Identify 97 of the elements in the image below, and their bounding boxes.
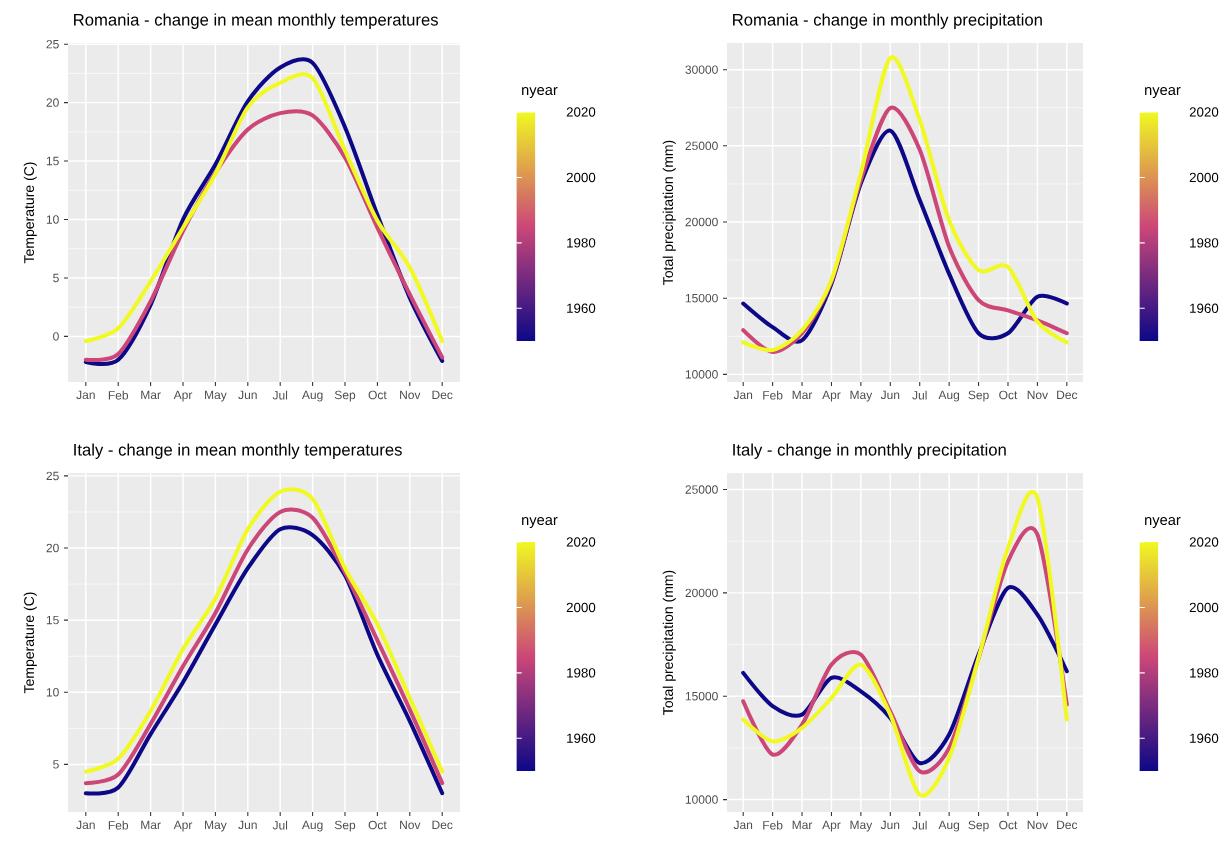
x-tick-label: Apr (173, 390, 193, 402)
y-tick-label: 5 (53, 760, 59, 769)
chart-title: Romania - change in mean monthly temperatures (74, 13, 438, 29)
x-tick-label: Mar (792, 390, 813, 400)
x-tick-label: Jan (76, 390, 95, 400)
x-tick-label: Nov (400, 390, 421, 400)
color-bar-label: 2000 (1189, 172, 1219, 183)
color-bar-label: 2000 (1189, 602, 1219, 613)
x-tick-label: Jul (912, 390, 927, 400)
x-tick-label: Apr (822, 390, 841, 402)
color-bar-title: nyear (522, 517, 558, 528)
y-tick-label: 10 (46, 688, 59, 697)
x-tick-label: Oct (368, 820, 387, 830)
x-tick-label: Jun (880, 390, 900, 400)
color-bar-label: 2020 (566, 537, 596, 547)
y-tick-label: 25 (46, 39, 59, 49)
y-tick-label: 5 (53, 273, 59, 283)
chart-title: Italy - change in monthly precipitation (733, 443, 1006, 459)
x-tick-label: Sep (968, 820, 989, 832)
y-axis-title: Temperature (C) (23, 162, 37, 264)
y-tick-label: 10000 (685, 370, 718, 379)
y-tick-label: 25000 (685, 485, 718, 494)
x-tick-label: Jan (733, 820, 753, 830)
y-axis-title: Total precipitation (mm) (662, 570, 676, 715)
x-tick-label: Nov (400, 820, 421, 830)
color-bar-label: 2000 (566, 602, 596, 613)
x-tick-label: Dec (432, 390, 453, 400)
color-bar-label: 1980 (1190, 238, 1219, 248)
x-tick-label: Feb (763, 390, 783, 400)
x-tick-label: Apr (822, 820, 841, 832)
x-tick-label: Oct (999, 820, 1018, 830)
x-tick-label: Jun (238, 390, 257, 400)
color-bar-label: 2020 (1189, 537, 1219, 547)
color-bar-label: 1980 (567, 238, 596, 248)
x-tick-label: Jan (76, 820, 95, 830)
y-tick-label: 15000 (685, 293, 718, 303)
x-tick-label: Sep (334, 820, 356, 832)
x-tick-label: Jul (272, 820, 288, 830)
color-bar-title: nyear (522, 87, 558, 98)
x-tick-label: Jan (733, 390, 753, 400)
x-tick-label: May (850, 820, 873, 832)
x-tick-label: Jun (880, 820, 900, 830)
color-bar-label: 2020 (1189, 107, 1219, 117)
x-tick-label: Aug (301, 390, 323, 402)
x-tick-label: Jun (238, 820, 257, 830)
y-tick-label: 10000 (685, 795, 718, 804)
y-tick-label: 0 (53, 332, 59, 341)
color-bar-label: 1960 (1190, 303, 1219, 313)
x-tick-label: May (205, 820, 227, 832)
x-tick-label: Jul (912, 820, 927, 830)
color-bar-title: nyear (1145, 517, 1181, 528)
x-tick-label: Aug (301, 820, 323, 832)
y-tick-label: 20 (46, 543, 59, 553)
y-tick-label: 10 (46, 215, 59, 224)
x-tick-label: Feb (108, 820, 129, 830)
y-tick-label: 25000 (685, 141, 718, 151)
color-bar-title: nyear (1145, 87, 1181, 98)
x-tick-label: Feb (763, 820, 783, 830)
x-tick-label: Aug (938, 820, 960, 832)
color-bar-label: 2000 (566, 172, 596, 183)
color-bar-label: 1980 (1190, 668, 1219, 678)
y-tick-label: 25 (46, 471, 59, 481)
chart-title: Romania - change in monthly precipitation (733, 13, 1042, 29)
x-tick-label: Apr (173, 820, 193, 832)
x-tick-label: Dec (1057, 390, 1078, 400)
x-tick-label: Nov (1027, 390, 1049, 400)
y-axis-title: Temperature (C) (23, 592, 37, 694)
x-tick-label: Mar (792, 820, 813, 830)
y-tick-label: 20 (46, 98, 59, 107)
x-tick-label: Oct (999, 390, 1018, 400)
y-tick-label: 30000 (685, 65, 718, 74)
y-axis-title: Total precipitation (mm) (662, 140, 676, 285)
x-tick-label: Sep (968, 390, 989, 402)
x-tick-label: Aug (938, 390, 960, 402)
x-tick-label: Dec (432, 820, 453, 830)
chart-title: Italy - change in mean monthly temperatures (74, 443, 402, 459)
y-tick-label: 20000 (685, 588, 718, 598)
color-bar-label: 1960 (1190, 733, 1219, 743)
color-bar-label: 1960 (567, 303, 596, 313)
color-bar-label: 2020 (566, 107, 596, 117)
y-tick-label: 20000 (685, 217, 718, 227)
color-bar-label: 1960 (567, 733, 596, 743)
x-tick-label: Feb (108, 390, 129, 400)
y-tick-label: 15 (46, 615, 59, 625)
x-tick-label: Sep (334, 390, 356, 402)
x-tick-label: Jul (272, 390, 288, 400)
x-tick-label: Mar (141, 820, 161, 830)
line-series (741, 55, 1069, 353)
x-tick-label: May (205, 390, 227, 402)
x-tick-label: Mar (141, 390, 161, 400)
x-tick-label: Nov (1027, 820, 1049, 830)
x-tick-label: Dec (1057, 820, 1078, 830)
color-bar-label: 1980 (567, 668, 596, 678)
y-tick-label: 15000 (685, 691, 718, 701)
x-tick-label: Oct (368, 390, 387, 400)
x-tick-label: May (850, 390, 873, 402)
y-tick-label: 15 (46, 156, 59, 166)
